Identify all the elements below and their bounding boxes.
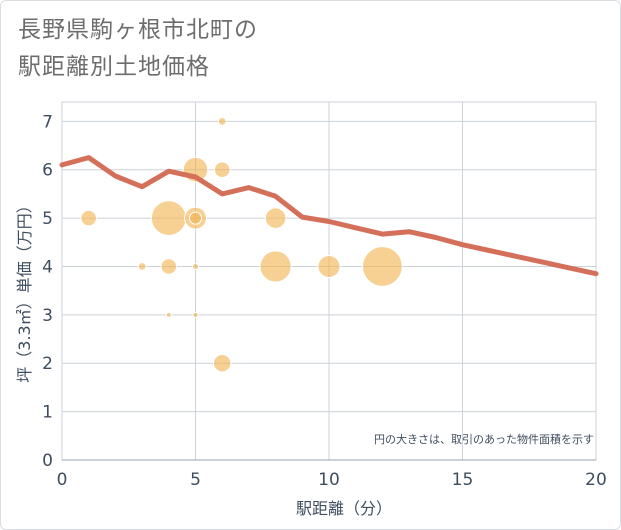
data-bubble [192, 311, 199, 318]
y-tick-label: 1 [42, 403, 53, 423]
y-tick-label: 7 [42, 112, 53, 132]
data-bubble [264, 207, 287, 229]
data-bubble [80, 209, 97, 227]
chart-title-line1: 長野県駒ヶ根市北町の [18, 17, 258, 43]
tick-layer: 0 1 2 3 4 5 6 7 0 5 10 15 20 [42, 112, 607, 490]
data-bubble [188, 211, 203, 225]
data-bubble [150, 200, 187, 237]
size-note: 円の大きさは、取引のあった物件面積を示す [374, 432, 594, 446]
data-bubble [259, 250, 292, 283]
x-tick-label: 5 [190, 470, 201, 490]
x-axis-label: 駅距離（分） [296, 499, 392, 518]
data-bubble [213, 161, 231, 179]
chart-title-line2: 駅距離別土地価格 [18, 54, 210, 80]
y-tick-label: 0 [42, 451, 53, 471]
y-axis-label: 坪（3.3㎡）単価（万円） [15, 197, 34, 382]
grid-layer [61, 101, 597, 461]
average-price-line [59, 155, 599, 277]
data-bubble [137, 262, 147, 271]
x-tick-label: 20 [585, 470, 607, 490]
y-tick-label: 2 [42, 354, 53, 374]
y-tick-label: 6 [42, 161, 53, 181]
data-bubble [213, 354, 232, 373]
data-bubble [362, 246, 403, 287]
bubble-layer [80, 116, 403, 373]
data-bubble [317, 254, 341, 278]
y-tick-label: 4 [42, 257, 53, 277]
data-bubble [165, 311, 172, 318]
x-tick-label: 0 [57, 470, 68, 490]
data-bubble [191, 262, 200, 270]
x-tick-label: 10 [318, 470, 340, 490]
x-tick-label: 15 [452, 470, 474, 490]
data-bubble [217, 116, 227, 126]
y-tick-label: 5 [42, 209, 53, 229]
y-tick-label: 3 [42, 306, 53, 326]
data-bubble [160, 258, 178, 275]
line-layer [59, 155, 599, 277]
